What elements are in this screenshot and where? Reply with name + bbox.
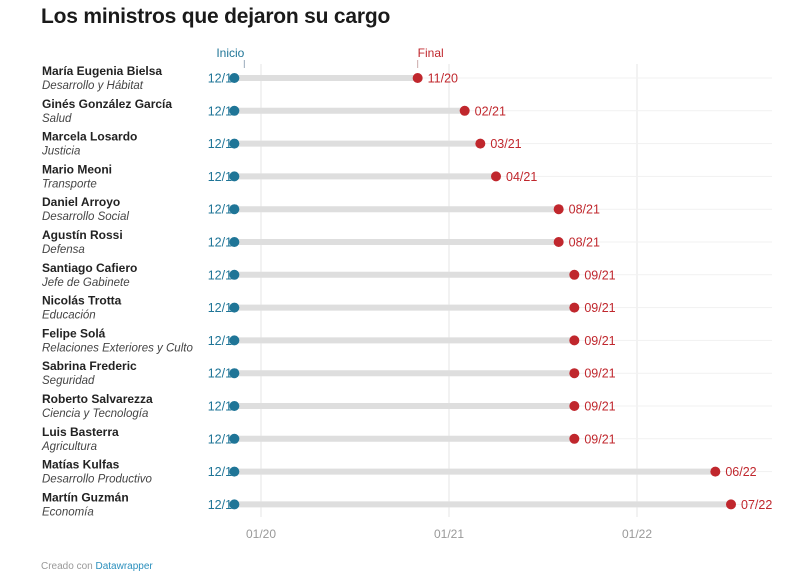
start-dot xyxy=(229,466,240,477)
x-tick-label: 01/20 xyxy=(246,527,276,541)
end-date-label: 09/21 xyxy=(584,301,615,315)
end-date-label: 09/21 xyxy=(584,432,615,446)
minister-name: Agustín Rossi xyxy=(42,228,123,242)
end-date-label: 08/21 xyxy=(569,203,600,217)
end-date-label: 09/21 xyxy=(584,400,615,414)
minister-name: Roberto Salvarezza xyxy=(42,392,153,406)
minister-role: Economía xyxy=(42,506,94,518)
minister-name: Sabrina Frederic xyxy=(42,359,137,373)
minister-role: Ciencia y Tecnología xyxy=(42,408,148,420)
end-date-label: 04/21 xyxy=(506,170,537,184)
minister-role: Justicia xyxy=(41,146,80,158)
end-header: Final xyxy=(418,46,444,60)
x-tick-label: 01/22 xyxy=(622,527,652,541)
start-dot xyxy=(229,171,240,182)
end-dot xyxy=(553,204,564,215)
end-dot xyxy=(569,433,580,444)
x-tick-label: 01/21 xyxy=(434,527,464,541)
end-dot xyxy=(553,237,564,247)
minister-name: María Eugenia Bielsa xyxy=(42,64,162,78)
start-dot xyxy=(229,73,240,83)
minister-name: Santiago Cafiero xyxy=(42,261,137,275)
minister-role: Salud xyxy=(42,113,72,125)
minister-role: Desarrollo y Hábitat xyxy=(42,80,144,92)
minister-name: Marcela Losardo xyxy=(42,130,137,144)
chart-title: Los ministros que dejaron su cargo xyxy=(41,5,391,28)
minister-name: Luis Basterra xyxy=(42,425,119,439)
minister-role: Desarrollo Social xyxy=(42,211,129,223)
start-dot xyxy=(229,237,240,247)
start-dot xyxy=(229,105,240,116)
footer-credit: Creado con Datawrapper xyxy=(41,561,153,572)
start-dot xyxy=(229,401,240,411)
minister-role: Educación xyxy=(42,310,96,322)
minister-role: Relaciones Exteriores y Culto xyxy=(42,342,193,354)
minister-name: Ginés González García xyxy=(42,97,172,111)
end-dot xyxy=(569,335,580,346)
start-dot xyxy=(229,368,240,379)
minister-role: Agricultura xyxy=(41,441,97,453)
minister-role: Transporte xyxy=(42,178,97,190)
end-dot xyxy=(569,401,580,411)
footer-prefix: Creado con xyxy=(41,561,93,572)
start-dot xyxy=(229,335,240,346)
minister-name: Mario Meoni xyxy=(42,162,112,176)
end-dot xyxy=(710,466,721,477)
end-dot xyxy=(475,138,486,149)
end-dot xyxy=(726,499,736,510)
start-dot xyxy=(229,302,240,313)
start-header: Inicio xyxy=(216,46,244,60)
end-date-label: 03/21 xyxy=(490,137,521,151)
datawrapper-link[interactable]: Datawrapper xyxy=(95,561,153,572)
start-dot xyxy=(229,204,240,215)
minister-name: Matías Kulfas xyxy=(42,458,120,472)
end-dot xyxy=(569,368,580,379)
end-date-label: 09/21 xyxy=(584,268,615,282)
end-dot xyxy=(459,105,470,116)
minister-role: Jefe de Gabinete xyxy=(41,277,130,289)
end-date-label: 11/20 xyxy=(428,72,458,86)
minister-name: Felipe Solá xyxy=(42,326,106,340)
end-date-label: 09/21 xyxy=(584,367,615,381)
end-date-label: 06/22 xyxy=(725,465,756,479)
minister-name: Daniel Arroyo xyxy=(42,195,120,209)
minister-role: Defensa xyxy=(42,244,85,256)
start-dot xyxy=(229,433,240,444)
end-date-label: 07/22 xyxy=(741,498,772,512)
minister-role: Desarrollo Productivo xyxy=(42,474,153,486)
end-date-label: 08/21 xyxy=(569,236,600,250)
end-dot xyxy=(412,73,423,83)
start-dot xyxy=(229,499,240,510)
minister-name: Nicolás Trotta xyxy=(42,294,122,308)
end-date-label: 09/21 xyxy=(584,334,615,348)
end-dot xyxy=(569,302,580,313)
end-dot xyxy=(569,269,580,280)
minister-name: Martín Guzmán xyxy=(42,490,129,504)
end-dot xyxy=(491,171,501,182)
minister-role: Seguridad xyxy=(42,375,95,387)
end-date-label: 02/21 xyxy=(475,104,506,118)
start-dot xyxy=(229,138,240,149)
start-dot xyxy=(229,269,240,280)
